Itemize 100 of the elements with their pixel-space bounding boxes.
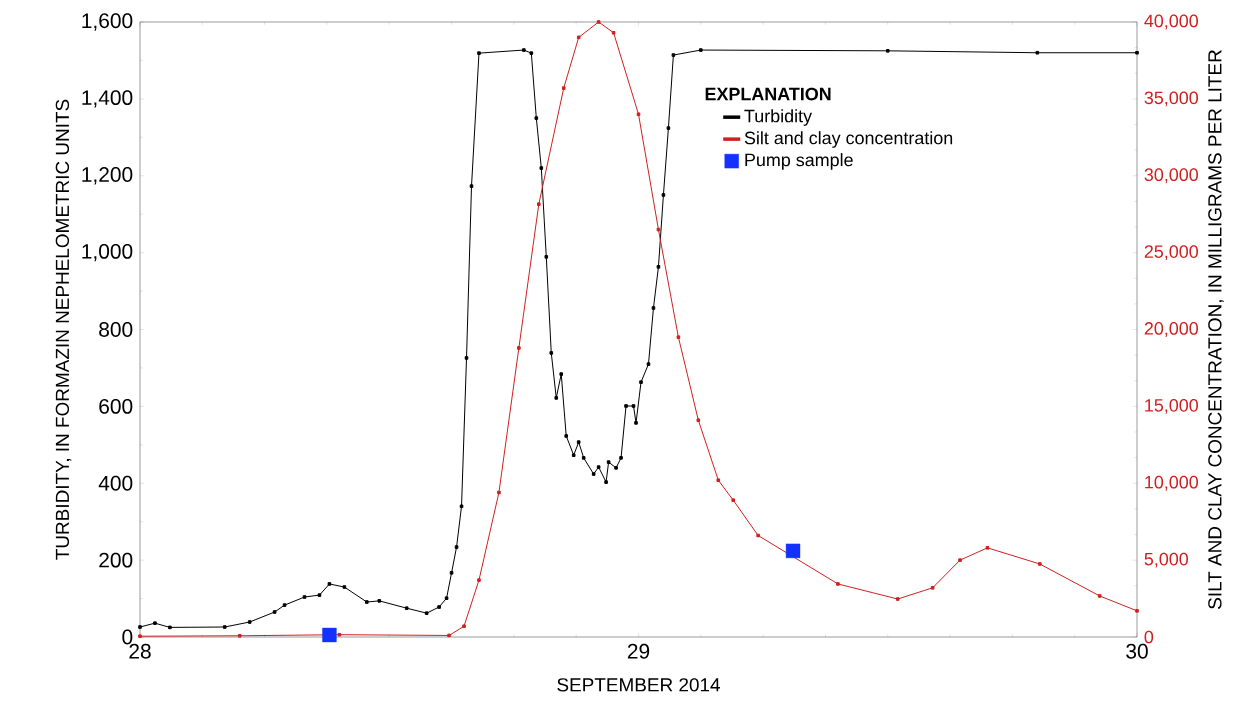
point bbox=[930, 586, 935, 590]
point bbox=[138, 634, 142, 639]
y-axis-title: TURBIDITY, IN FORMAZIN NEPHELOMETRIC UNITS bbox=[55, 99, 72, 560]
point bbox=[153, 621, 157, 625]
y-tick-label: 600 bbox=[99, 398, 133, 414]
y-tick-label: 1,000 bbox=[82, 243, 133, 262]
point bbox=[656, 227, 661, 232]
y-tick-label: 0 bbox=[122, 629, 133, 645]
point bbox=[576, 35, 581, 40]
point bbox=[459, 504, 464, 509]
y-tick-label: 1,600 bbox=[82, 13, 133, 31]
point bbox=[666, 126, 671, 130]
point bbox=[342, 585, 347, 589]
point bbox=[634, 421, 638, 425]
point bbox=[549, 351, 554, 355]
point bbox=[424, 611, 429, 615]
point bbox=[611, 30, 616, 35]
point bbox=[477, 51, 481, 55]
point bbox=[464, 356, 469, 360]
point bbox=[1038, 562, 1042, 566]
y-tick-label: 1,200 bbox=[82, 167, 133, 185]
point bbox=[785, 543, 801, 559]
point bbox=[497, 490, 501, 495]
point bbox=[517, 346, 521, 350]
point bbox=[237, 633, 242, 638]
point bbox=[699, 48, 703, 52]
point bbox=[571, 453, 576, 457]
legend-label: Pump sample bbox=[745, 153, 853, 170]
point bbox=[606, 460, 611, 464]
point bbox=[454, 545, 459, 549]
x-axis-title: SEPTEMBER 2014 bbox=[557, 678, 720, 692]
y2-tick-label: 40,000 bbox=[1144, 14, 1198, 30]
point bbox=[337, 632, 342, 637]
point bbox=[469, 184, 474, 188]
point bbox=[696, 418, 701, 422]
point bbox=[544, 255, 549, 259]
x-tick-label: 28 bbox=[129, 643, 151, 659]
x-tick-label: 30 bbox=[1126, 643, 1148, 659]
y2-tick-label: 10,000 bbox=[1145, 475, 1198, 491]
legend-label: Silt and clay concentration bbox=[744, 131, 953, 148]
point bbox=[272, 610, 277, 614]
point bbox=[631, 404, 636, 408]
legend-label: Turbidity bbox=[744, 109, 813, 126]
point bbox=[1135, 609, 1139, 613]
point bbox=[365, 600, 369, 604]
point bbox=[222, 625, 227, 629]
point bbox=[1097, 594, 1102, 598]
point bbox=[447, 633, 451, 638]
y2-tick-label: 25,000 bbox=[1144, 245, 1198, 261]
point bbox=[537, 202, 541, 206]
point bbox=[836, 582, 840, 586]
point bbox=[404, 606, 409, 610]
y2-tick-label: 5,000 bbox=[1144, 552, 1189, 568]
point bbox=[671, 53, 676, 57]
y-tick-label: 400 bbox=[98, 475, 133, 491]
point bbox=[756, 533, 760, 538]
point bbox=[327, 582, 332, 586]
point bbox=[985, 546, 990, 550]
point bbox=[554, 396, 559, 400]
point bbox=[636, 112, 641, 117]
legend-title: EXPLANATION bbox=[705, 87, 831, 101]
point bbox=[651, 306, 656, 310]
point bbox=[529, 51, 534, 55]
y2-tick-label: 0 bbox=[1144, 630, 1154, 644]
point bbox=[596, 465, 601, 469]
point bbox=[576, 440, 581, 444]
point bbox=[444, 596, 449, 600]
point bbox=[534, 116, 539, 120]
point bbox=[656, 265, 661, 269]
point bbox=[1035, 50, 1040, 55]
y-tick-label: 800 bbox=[99, 322, 133, 337]
point bbox=[539, 166, 544, 170]
point bbox=[282, 603, 287, 607]
point bbox=[885, 49, 890, 53]
point bbox=[731, 498, 736, 502]
point bbox=[302, 595, 307, 599]
point bbox=[449, 571, 454, 575]
point bbox=[619, 456, 623, 460]
point bbox=[614, 466, 618, 470]
point bbox=[559, 372, 564, 376]
point bbox=[596, 20, 601, 24]
point bbox=[138, 625, 142, 629]
point bbox=[168, 625, 172, 630]
y2-tick-label: 15,000 bbox=[1145, 398, 1198, 414]
point bbox=[624, 404, 628, 408]
point bbox=[646, 362, 651, 366]
point bbox=[462, 624, 466, 629]
point bbox=[639, 380, 643, 384]
point bbox=[895, 597, 900, 601]
point bbox=[561, 86, 566, 90]
point bbox=[958, 558, 962, 562]
point bbox=[604, 480, 608, 484]
y2-tick-label: 35,000 bbox=[1144, 91, 1198, 107]
point bbox=[377, 599, 382, 603]
y-tick-label: 1,400 bbox=[82, 90, 133, 108]
y-tick-label: 200 bbox=[99, 552, 133, 568]
point bbox=[676, 335, 681, 339]
point bbox=[437, 605, 441, 609]
point bbox=[247, 620, 252, 624]
y2-tick-label: 20,000 bbox=[1144, 322, 1198, 337]
